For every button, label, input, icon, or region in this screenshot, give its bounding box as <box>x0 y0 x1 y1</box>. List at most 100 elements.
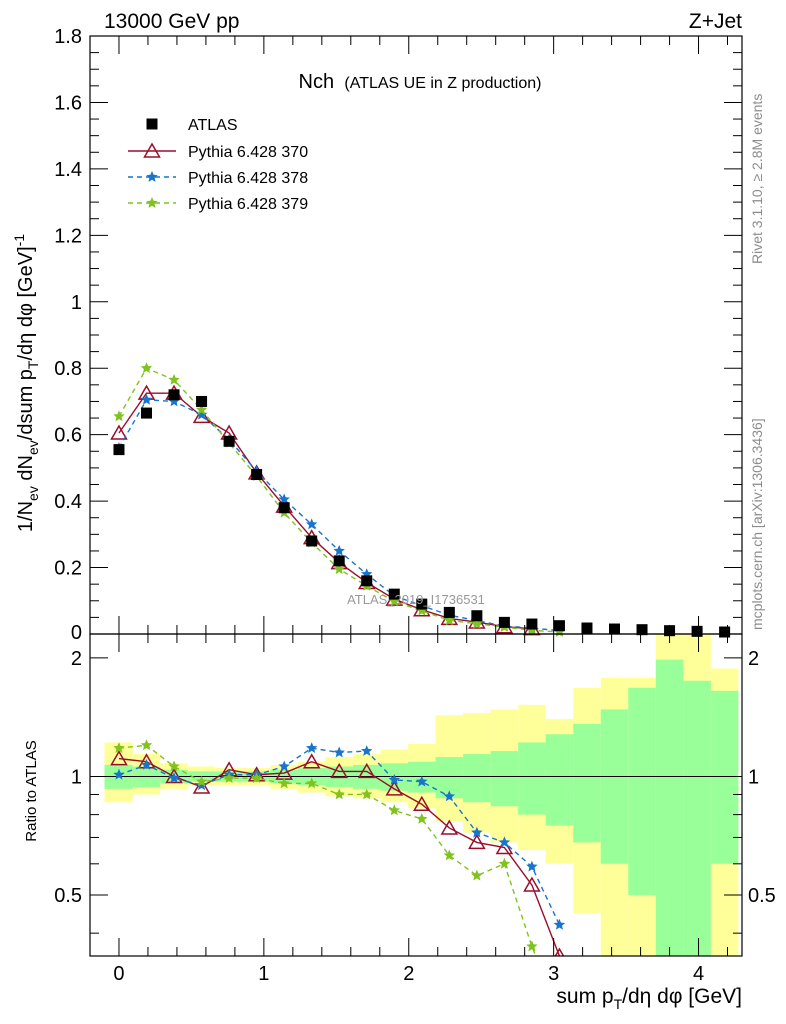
ratio-point <box>388 804 400 816</box>
ratio-point <box>168 760 180 772</box>
ratio-point <box>361 745 373 756</box>
plot-title-sub: (ATLAS UE in Z production) <box>344 75 541 92</box>
ratio-point <box>416 775 428 787</box>
ratio-panel-frame <box>89 633 743 957</box>
ratio-point <box>498 836 511 848</box>
series-line <box>118 367 560 633</box>
series-line <box>118 399 560 632</box>
ratio-point <box>416 812 428 824</box>
ratio-uncertainty-bands <box>104 634 739 956</box>
ratio-point <box>523 876 541 892</box>
legend-entry-2: Pythia 6.428 378 <box>128 170 308 187</box>
main-series-group <box>110 362 731 638</box>
ratio-point <box>192 778 211 794</box>
legend-label: Pythia 6.428 378 <box>188 170 308 187</box>
data-point <box>553 620 565 632</box>
legend-marker <box>146 197 158 208</box>
y-tick-label: 1.6 <box>54 92 82 114</box>
series-pythia-6.428-378 <box>113 393 566 636</box>
ratio-point <box>333 788 345 800</box>
y-tick-label: 1 <box>71 292 82 314</box>
ratio-point <box>526 860 538 872</box>
ratio-point <box>195 779 208 791</box>
ratio-point <box>361 788 373 800</box>
data-point <box>251 469 263 481</box>
ratio-point <box>471 869 483 881</box>
ratio-point <box>330 762 349 779</box>
ratio-point <box>526 940 538 952</box>
y-tick-label: 0.6 <box>54 425 82 447</box>
mcplots-text: mcplots.cern.ch [arXiv:1306.3436] <box>749 418 765 630</box>
ratio-y-tick-label-right: 0.5 <box>748 885 776 907</box>
ratio-point <box>306 777 318 789</box>
ratio-point <box>468 833 486 850</box>
y-tick-label: 1.2 <box>54 225 82 247</box>
watermark: ATLAS_2019_I1736531 <box>347 592 485 607</box>
green-band-18 <box>600 709 629 864</box>
green-band-22 <box>710 690 739 864</box>
data-point <box>333 555 345 567</box>
main-ylabel: 1/Nev dNev/dsum pT/dη dφ [GeV]-1 <box>11 234 41 532</box>
ratio-point <box>113 742 125 753</box>
ratio-series-pythia-6.428-379 <box>113 739 538 956</box>
ratio-point <box>140 758 153 770</box>
x-tick-label: 1 <box>258 963 269 985</box>
data-point <box>416 604 428 616</box>
legend-entry-3: Pythia 6.428 379 <box>128 196 308 213</box>
ratio-point <box>306 742 318 753</box>
data-point <box>581 622 593 634</box>
data-point <box>443 614 455 626</box>
data-point <box>306 535 318 547</box>
data-point <box>278 493 290 505</box>
ratio-point <box>278 777 290 789</box>
ratio-point <box>495 839 514 855</box>
data-point <box>388 595 400 607</box>
series-line <box>118 392 532 630</box>
green-band-13 <box>463 754 491 803</box>
data-point <box>195 403 208 415</box>
x-tick-label: 0 <box>113 963 124 985</box>
y-tick-label: 0.2 <box>54 558 82 580</box>
ratio-point <box>412 795 431 811</box>
ratio-point <box>443 790 455 802</box>
data-point <box>471 610 483 622</box>
data-point <box>140 393 153 405</box>
ratio-point <box>250 772 263 783</box>
x-tick-label: 4 <box>693 963 704 985</box>
ratio-point <box>137 753 156 769</box>
data-point <box>168 389 180 401</box>
ratio-y-tick-label: 2 <box>71 648 82 670</box>
header-right: Z+Jet <box>689 10 742 33</box>
data-point <box>471 617 483 629</box>
legend-entry-0: ATLAS <box>146 117 238 134</box>
data-point <box>141 407 153 419</box>
legend-label: Pythia 6.428 370 <box>188 144 308 161</box>
ratio-point <box>168 772 180 783</box>
y-tick-label: 1.4 <box>54 159 82 181</box>
ratio-ylabel: Ratio to ATLAS <box>23 740 40 841</box>
ratio-point <box>113 768 125 780</box>
ratio-y-tick-label-right: 1 <box>748 766 759 788</box>
legend-label: ATLAS <box>188 117 238 134</box>
ratio-point <box>357 762 376 779</box>
data-point <box>278 502 290 514</box>
data-point <box>113 410 125 422</box>
x-axis-label: sum pT/dη dφ [GeV] <box>556 985 742 1012</box>
green-band-15 <box>518 742 546 815</box>
axis-ticks <box>89 35 742 956</box>
data-point <box>498 616 510 628</box>
data-point <box>168 373 180 385</box>
ratio-point <box>553 918 566 930</box>
series-pythia-6.428-379 <box>113 362 566 637</box>
ratio-point <box>498 857 511 869</box>
data-point <box>388 588 400 600</box>
ratio-point <box>195 775 208 787</box>
ratio-point <box>110 750 128 766</box>
ratio-point <box>388 773 400 785</box>
legend-marker <box>146 171 158 182</box>
ratio-point <box>223 772 235 783</box>
ratio-point <box>302 753 321 769</box>
data-point <box>526 624 538 636</box>
ratio-point <box>385 780 404 796</box>
legend-marker <box>143 142 161 158</box>
